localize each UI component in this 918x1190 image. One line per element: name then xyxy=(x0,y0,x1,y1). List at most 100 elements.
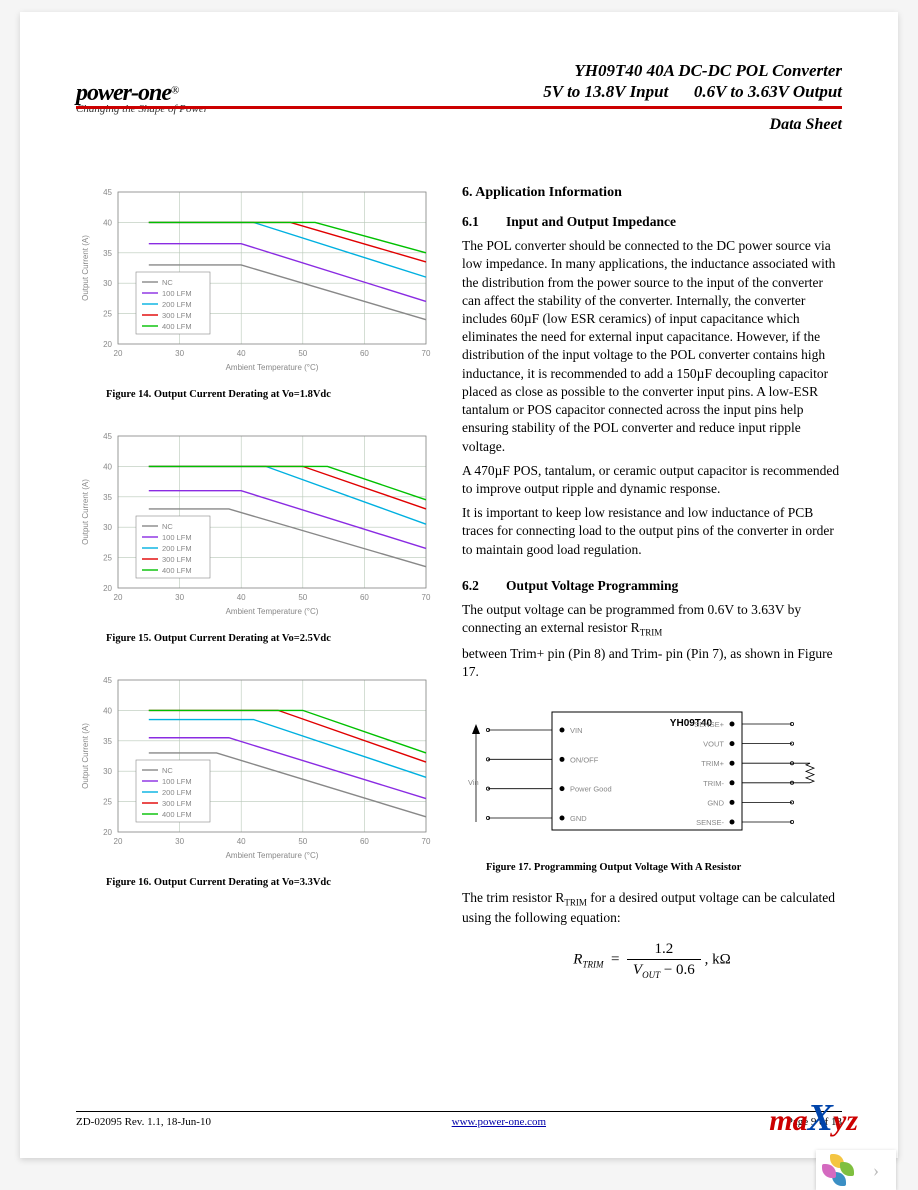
svg-text:45: 45 xyxy=(103,432,112,441)
header-rule xyxy=(76,106,842,109)
title-line-1: YH09T40 40A DC-DC POL Converter xyxy=(543,60,842,81)
svg-text:25: 25 xyxy=(103,798,112,807)
svg-text:TRIM+: TRIM+ xyxy=(701,759,724,768)
svg-text:30: 30 xyxy=(175,837,184,846)
svg-text:40: 40 xyxy=(237,349,246,358)
svg-text:Output Current (A): Output Current (A) xyxy=(81,723,90,789)
svg-text:20: 20 xyxy=(114,593,123,602)
svg-text:50: 50 xyxy=(298,349,307,358)
body-columns: 20 30 40 50 60 70 20 25 30 35 40 45 Ambient Temperat… xyxy=(76,184,842,981)
footer-url[interactable]: www.power-one.com xyxy=(452,1116,546,1128)
fig17-caption: Figure 17. Programming Output Voltage Wi… xyxy=(486,861,842,875)
svg-text:40: 40 xyxy=(237,837,246,846)
fig14-caption: Figure 14. Output Current Derating at Vo… xyxy=(106,389,436,400)
svg-text:60: 60 xyxy=(360,593,369,602)
figure-17-diagram: YH09T40VINON/OFFPower GoodGNDVinSENSE+VO… xyxy=(462,700,832,850)
svg-text:300 LFM: 300 LFM xyxy=(162,799,192,808)
svg-text:20: 20 xyxy=(103,584,112,593)
para-6-1-a: The POL converter should be connected to… xyxy=(462,237,842,456)
chart-fig14: 203040506070202530354045Ambient Temperat… xyxy=(76,184,436,374)
para-6-1-b: A 470µF POS, tantalum, or ceramic output… xyxy=(462,462,842,498)
logo-tagline: Changing the Shape of Power xyxy=(76,103,208,115)
svg-text:NC: NC xyxy=(162,766,173,775)
next-icon[interactable]: › xyxy=(856,1160,896,1181)
svg-text:GND: GND xyxy=(570,814,587,823)
section-6-heading: 6. Application Information xyxy=(462,184,842,203)
svg-text:200 LFM: 200 LFM xyxy=(162,788,192,797)
right-column: 6. Application Information 6.1Input and … xyxy=(462,184,842,981)
figure-14: 203040506070202530354045Ambient Temperat… xyxy=(76,184,436,400)
svg-text:100 LFM: 100 LFM xyxy=(162,777,192,786)
svg-text:VIN: VIN xyxy=(570,726,583,735)
svg-text:45: 45 xyxy=(103,676,112,685)
svg-text:20: 20 xyxy=(114,837,123,846)
svg-text:50: 50 xyxy=(298,593,307,602)
svg-text:TRIM-: TRIM- xyxy=(703,778,724,787)
svg-text:40: 40 xyxy=(103,706,112,715)
svg-text:300 LFM: 300 LFM xyxy=(162,555,192,564)
svg-text:20: 20 xyxy=(114,349,123,358)
logo: power-one® Changing the Shape of Power xyxy=(76,80,208,115)
svg-text:30: 30 xyxy=(103,523,112,532)
svg-text:SENSE+: SENSE+ xyxy=(694,720,724,729)
svg-text:40: 40 xyxy=(103,218,112,227)
header-title: YH09T40 40A DC-DC POL Converter 5V to 13… xyxy=(543,60,842,103)
para-6-2-a: The output voltage can be programmed fro… xyxy=(462,601,842,639)
chart-fig15: 20 30 40 50 60 70 20 25 30 35 40 45 Ambient Temperat… xyxy=(76,428,436,618)
svg-text:Output Current (A): Output Current (A) xyxy=(81,479,90,545)
svg-text:NC: NC xyxy=(162,522,173,531)
chart-fig16: 203040506070202530354045Ambient Temperat… xyxy=(76,672,436,862)
svg-text:70: 70 xyxy=(422,593,431,602)
svg-text:35: 35 xyxy=(103,249,112,258)
svg-text:25: 25 xyxy=(103,310,112,319)
svg-text:20: 20 xyxy=(103,340,112,349)
thumbnail-icon[interactable] xyxy=(820,1152,856,1188)
svg-text:35: 35 xyxy=(103,493,112,502)
datasheet-page: power-one® Changing the Shape of Power Y… xyxy=(20,12,898,1158)
figure-16: 203040506070202530354045Ambient Temperat… xyxy=(76,672,436,888)
svg-text:70: 70 xyxy=(422,837,431,846)
trim-equation: RTRIM = 1.2 VOUT − 0.6 , kΩ xyxy=(462,939,842,981)
subsection-6-2-heading: 6.2Output Voltage Programming xyxy=(462,577,842,595)
logo-registered: ® xyxy=(171,85,179,97)
svg-text:ON/OFF: ON/OFF xyxy=(570,755,599,764)
svg-text:20: 20 xyxy=(103,828,112,837)
svg-text:35: 35 xyxy=(103,737,112,746)
svg-text:40: 40 xyxy=(237,593,246,602)
svg-text:Vin: Vin xyxy=(468,778,479,787)
svg-text:30: 30 xyxy=(175,593,184,602)
svg-text:400 LFM: 400 LFM xyxy=(162,810,192,819)
svg-text:200 LFM: 200 LFM xyxy=(162,544,192,553)
figure-15: 20 30 40 50 60 70 20 25 30 35 40 45 Ambient Temperat… xyxy=(76,428,436,644)
footer-left: ZD-02095 Rev. 1.1, 18-Jun-10 xyxy=(76,1116,211,1128)
svg-text:GND: GND xyxy=(707,798,724,807)
left-column: 20 30 40 50 60 70 20 25 30 35 40 45 Ambient Temperat… xyxy=(76,184,436,981)
datasheet-label: Data Sheet xyxy=(770,116,842,134)
svg-text:Ambient Temperature (°C): Ambient Temperature (°C) xyxy=(226,607,319,616)
svg-text:30: 30 xyxy=(103,767,112,776)
svg-text:50: 50 xyxy=(298,837,307,846)
svg-text:SENSE-: SENSE- xyxy=(696,818,724,827)
svg-text:300 LFM: 300 LFM xyxy=(162,311,192,320)
para-6-2-b: between Trim+ pin (Pin 8) and Trim- pin … xyxy=(462,645,842,681)
svg-text:NC: NC xyxy=(162,278,173,287)
svg-text:45: 45 xyxy=(103,188,112,197)
svg-text:400 LFM: 400 LFM xyxy=(162,322,192,331)
svg-text:25: 25 xyxy=(103,554,112,563)
svg-text:Power Good: Power Good xyxy=(570,784,612,793)
maxyz-logo: maXyz xyxy=(769,1096,858,1140)
page-header: power-one® Changing the Shape of Power Y… xyxy=(76,60,842,148)
svg-text:Ambient Temperature (°C): Ambient Temperature (°C) xyxy=(226,363,319,372)
svg-text:200 LFM: 200 LFM xyxy=(162,300,192,309)
para-6-1-c: It is important to keep low resistance a… xyxy=(462,504,842,559)
svg-text:40: 40 xyxy=(103,462,112,471)
fig16-caption: Figure 16. Output Current Derating at Vo… xyxy=(106,877,436,888)
svg-text:60: 60 xyxy=(360,837,369,846)
para-6-2-c: The trim resistor RTRIM for a desired ou… xyxy=(462,889,842,927)
page-footer: ZD-02095 Rev. 1.1, 18-Jun-10 www.power-o… xyxy=(76,1111,842,1128)
title-line-2: 5V to 13.8V Input 0.6V to 3.63V Output xyxy=(543,81,842,102)
thumbnail-nav[interactable]: › xyxy=(816,1150,896,1190)
svg-text:70: 70 xyxy=(422,349,431,358)
svg-text:Output Current (A): Output Current (A) xyxy=(81,235,90,301)
svg-text:400 LFM: 400 LFM xyxy=(162,566,192,575)
